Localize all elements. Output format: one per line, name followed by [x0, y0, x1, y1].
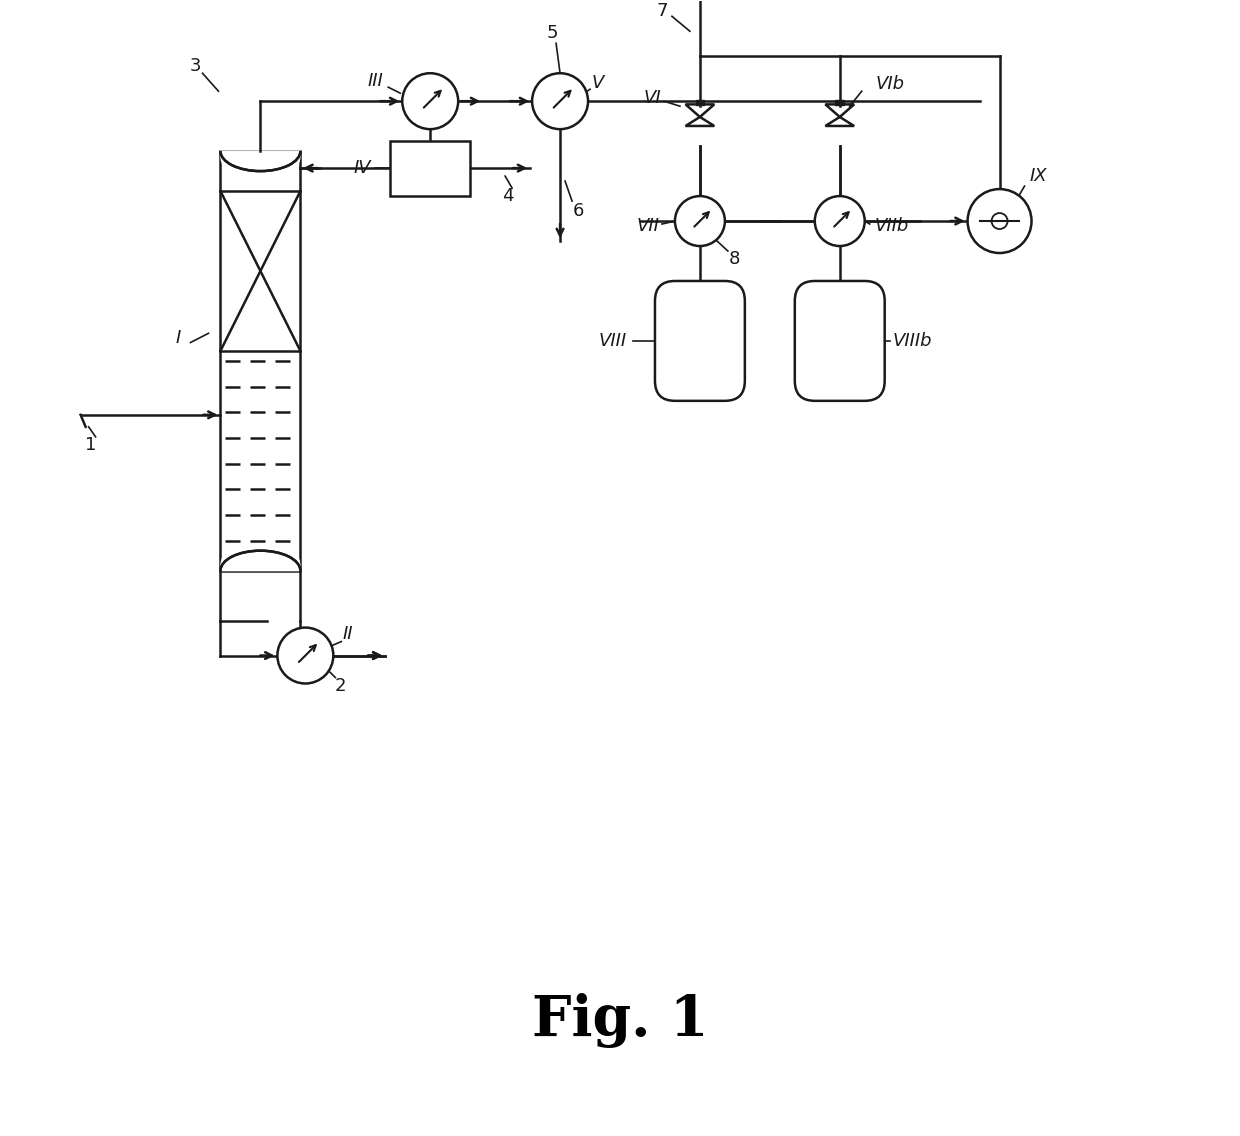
- Text: VIIb: VIIb: [874, 217, 909, 235]
- Text: VIII: VIII: [599, 332, 627, 350]
- Text: 6: 6: [573, 202, 584, 220]
- Bar: [696, 100, 704, 105]
- Wedge shape: [221, 531, 300, 570]
- Text: 7: 7: [656, 2, 667, 20]
- FancyBboxPatch shape: [795, 281, 884, 401]
- Circle shape: [815, 197, 864, 247]
- Text: IX: IX: [1029, 167, 1047, 185]
- Bar: [836, 100, 844, 105]
- Text: II: II: [342, 625, 352, 643]
- Text: VI: VI: [644, 90, 661, 107]
- Text: 8: 8: [729, 250, 740, 268]
- Text: VIIIb: VIIIb: [893, 332, 932, 350]
- FancyBboxPatch shape: [655, 281, 745, 401]
- Text: I: I: [176, 329, 181, 346]
- Text: 2: 2: [335, 677, 346, 694]
- Bar: [221, 151, 300, 570]
- Text: VIb: VIb: [875, 75, 905, 93]
- Text: III: III: [367, 73, 383, 90]
- Text: 1: 1: [84, 436, 97, 453]
- Circle shape: [402, 73, 459, 130]
- Circle shape: [675, 197, 725, 247]
- Text: Fig. 1: Fig. 1: [532, 993, 708, 1047]
- Text: VII: VII: [636, 217, 660, 235]
- Text: 3: 3: [190, 57, 201, 75]
- Circle shape: [967, 189, 1032, 253]
- Text: V: V: [591, 74, 604, 92]
- Text: 4: 4: [502, 187, 513, 206]
- Text: 5: 5: [547, 24, 558, 42]
- Circle shape: [278, 627, 334, 684]
- Text: IV: IV: [353, 159, 371, 177]
- Circle shape: [532, 73, 588, 130]
- Bar: [391, 141, 470, 197]
- Wedge shape: [221, 151, 300, 191]
